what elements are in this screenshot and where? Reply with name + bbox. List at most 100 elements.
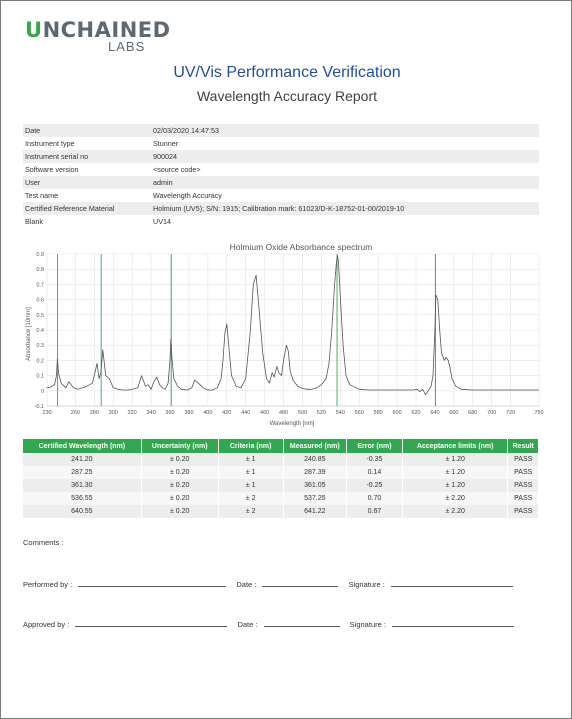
reference-wavelength-markers bbox=[57, 254, 436, 406]
info-row-blank: Blank UV14 bbox=[23, 215, 539, 228]
cell-certified: 361.30 bbox=[23, 479, 142, 492]
info-label: Blank bbox=[25, 217, 43, 226]
cell-uncertainty: ± 0.20 bbox=[141, 492, 219, 505]
cell-error: 0.70 bbox=[346, 492, 403, 505]
chart-x-axis-label: Wavelength [nm] bbox=[270, 421, 315, 427]
x-tick-label: 340 bbox=[146, 410, 155, 416]
info-row-date: Date 02/03/2020 14:47:53 bbox=[23, 124, 539, 137]
info-label: Certified Reference Material bbox=[23, 202, 151, 215]
x-tick-label: 400 bbox=[203, 410, 212, 416]
x-tick-label: 640 bbox=[430, 410, 439, 416]
cell-criteria: ± 2 bbox=[218, 492, 284, 505]
info-row-test-name: Test name Wavelength Accuracy bbox=[23, 189, 539, 202]
cell-error: 0.14 bbox=[346, 466, 403, 479]
cell-acceptance: ± 1.20 bbox=[402, 479, 509, 492]
report-title: UV/Vis Performance Verification bbox=[173, 64, 401, 81]
cell-uncertainty: ± 0.20 bbox=[141, 453, 219, 466]
performed-signature-field[interactable] bbox=[390, 578, 513, 587]
cell-criteria: ± 1 bbox=[218, 479, 284, 492]
cell-acceptance: ± 1.20 bbox=[402, 466, 509, 479]
approved-by-field[interactable] bbox=[75, 618, 228, 627]
cell-measured: 240.85 bbox=[283, 453, 347, 466]
x-tick-label: 500 bbox=[298, 410, 307, 416]
col-uncertainty: Uncertainty (nm) bbox=[141, 439, 219, 453]
performed-date-label: Date : bbox=[236, 580, 257, 589]
approved-date-field[interactable] bbox=[263, 618, 340, 627]
info-row-user: User admin bbox=[23, 176, 539, 189]
cell-certified: 241.20 bbox=[23, 453, 142, 466]
absorbance-spectrum-chart: Holmium Oxide Absorbance spectrum Wavele… bbox=[26, 242, 544, 427]
cell-result: PASS bbox=[507, 466, 539, 479]
y-tick-label: 0.6 bbox=[36, 298, 44, 304]
y-tick-label: 0.1 bbox=[36, 374, 44, 380]
y-tick-label: 0.7 bbox=[36, 282, 44, 288]
x-tick-label: 480 bbox=[279, 410, 288, 416]
x-tick-label: 300 bbox=[109, 410, 118, 416]
cell-error: -0.35 bbox=[346, 453, 403, 466]
table-row: 361.30 ± 0.20 ± 1 361.05 -0.25 ± 1.20 PA… bbox=[23, 479, 539, 492]
cell-error: 0.67 bbox=[346, 505, 403, 518]
col-criteria: Criteria (nm) bbox=[218, 439, 284, 453]
x-tick-label: 620 bbox=[411, 410, 420, 416]
logo-u-mark: U bbox=[25, 18, 43, 42]
cell-error: -0.25 bbox=[346, 479, 403, 492]
info-label: Instrument serial no bbox=[23, 150, 151, 163]
performed-date-field[interactable] bbox=[262, 578, 339, 587]
info-label: Test name bbox=[25, 191, 59, 200]
results-table: Certified Wavelength (nm) Uncertainty (n… bbox=[23, 439, 539, 518]
x-tick-label: 600 bbox=[392, 410, 401, 416]
info-value: <source code> bbox=[153, 165, 201, 174]
approved-signature-field[interactable] bbox=[392, 618, 515, 627]
approved-by-row: Approved by : Date : Signature : bbox=[23, 618, 515, 629]
x-tick-label: 260 bbox=[71, 410, 80, 416]
cell-measured: 361.05 bbox=[283, 479, 347, 492]
y-tick-label: 0.2 bbox=[36, 358, 44, 364]
performed-by-row: Performed by : Date : Signature : bbox=[23, 578, 513, 589]
chart-y-axis-label: Absorbance [10mm] bbox=[26, 307, 32, 361]
cell-uncertainty: ± 0.20 bbox=[141, 505, 219, 518]
chart-ticks: -0.1 0 0.1 0.2 0.3 0.4 0.5 0.6 0.7 0.8 0.9 230 260 28… bbox=[35, 252, 544, 416]
info-label: Date bbox=[23, 124, 151, 137]
info-row-serial: Instrument serial no 900024 bbox=[23, 150, 539, 163]
y-tick-label: 0.5 bbox=[36, 313, 44, 319]
cell-criteria: ± 1 bbox=[218, 466, 284, 479]
instrument-info-table: Date 02/03/2020 14:47:53 Instrument type S… bbox=[23, 124, 539, 228]
x-tick-label: 680 bbox=[468, 410, 477, 416]
cell-acceptance: ± 2.20 bbox=[402, 492, 509, 505]
x-tick-label: 580 bbox=[374, 410, 383, 416]
col-error: Error (nm) bbox=[346, 439, 403, 453]
report-subtitle: Wavelength Accuracy Report bbox=[196, 88, 377, 104]
chart-grid bbox=[46, 253, 540, 407]
cell-acceptance: ± 2.20 bbox=[402, 505, 509, 518]
cell-certified: 536.55 bbox=[23, 492, 142, 505]
x-tick-label: 660 bbox=[449, 410, 458, 416]
info-value: 900024 bbox=[151, 150, 539, 163]
info-row-software: Software version <source code> bbox=[23, 163, 539, 176]
info-row-reference-material: Certified Reference Material Holmium (UV5… bbox=[23, 202, 539, 215]
cell-acceptance: ± 1.20 bbox=[402, 453, 509, 466]
cell-uncertainty: ± 0.20 bbox=[141, 479, 219, 492]
y-tick-label: 0.8 bbox=[36, 267, 44, 273]
cell-certified: 640.55 bbox=[23, 505, 142, 518]
table-row: 241.20 ± 0.20 ± 1 240.85 -0.35 ± 1.20 PA… bbox=[23, 453, 539, 466]
logo-wordmark: UNCHAINED bbox=[25, 18, 171, 42]
info-label: User bbox=[23, 176, 151, 189]
col-acceptance-limits: Acceptance limits (nm) bbox=[402, 439, 509, 453]
cell-result: PASS bbox=[507, 505, 539, 518]
logo-main-text: NCHAINED bbox=[42, 18, 171, 42]
approved-signature-label: Signature : bbox=[349, 620, 386, 629]
cell-certified: 287.25 bbox=[23, 466, 142, 479]
info-value: admin bbox=[151, 176, 539, 189]
info-value: Holmium (UV5); S/N: 1915; Calibration ma… bbox=[151, 202, 539, 215]
x-tick-label: 560 bbox=[355, 410, 364, 416]
approved-date-label: Date : bbox=[237, 620, 258, 629]
cell-measured: 537.25 bbox=[283, 492, 347, 505]
x-tick-label: 540 bbox=[336, 410, 345, 416]
performed-by-field[interactable] bbox=[78, 578, 227, 587]
info-value: 02/03/2020 14:47:53 bbox=[151, 124, 539, 137]
logo-subtext: LABS bbox=[108, 39, 146, 54]
table-row: 287.25 ± 0.20 ± 1 287.39 0.14 ± 1.20 PAS… bbox=[23, 466, 539, 479]
table-row: 640.55 ± 0.20 ± 2 641.22 0.67 ± 2.20 PAS… bbox=[23, 505, 539, 518]
cell-criteria: ± 1 bbox=[218, 453, 284, 466]
